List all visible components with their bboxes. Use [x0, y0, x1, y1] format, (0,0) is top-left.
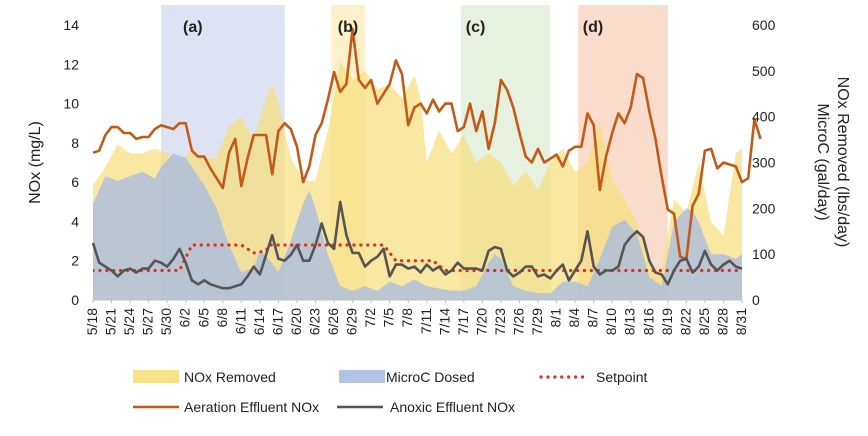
- right-tick-label: 400: [752, 109, 776, 125]
- x-tick-label: 8/13: [622, 308, 638, 335]
- legend-label-aeration-effluent-nox: Aeration Effluent NOx: [184, 399, 319, 415]
- x-tick-label: 5/24: [121, 308, 137, 335]
- right-tick-label: 500: [752, 63, 776, 79]
- region-label-4: (d): [583, 19, 603, 36]
- x-tick-label: 7/11: [418, 308, 434, 334]
- x-tick-label: 8/22: [677, 308, 693, 335]
- x-tick-label: 6/29: [344, 308, 360, 335]
- right-tick-label: 200: [752, 200, 776, 216]
- x-tick-label: 8/28: [714, 308, 730, 335]
- x-tick-label: 6/2: [177, 308, 193, 328]
- x-tick-label: 8/16: [640, 308, 656, 335]
- area-series-microc-dosed: [93, 153, 742, 300]
- area-series-nox-removed: [93, 61, 742, 300]
- legend-label-anoxic-effluent-nox: Anoxic Effluent NOx: [390, 399, 515, 415]
- legend-label-nox-removed: NOx Removed: [184, 369, 276, 385]
- legend-label-setpoint: Setpoint: [596, 369, 647, 385]
- x-tick-label: 6/17: [269, 308, 285, 335]
- x-tick-label: 7/23: [492, 308, 508, 335]
- x-tick-label: 6/20: [288, 308, 304, 335]
- x-tick-label: 5/27: [140, 308, 156, 335]
- x-tick-label: 7/17: [455, 308, 471, 335]
- region-label-2: (b): [338, 19, 358, 36]
- left-tick-label: 0: [71, 292, 79, 308]
- x-tick-label: 8/4: [566, 308, 582, 328]
- x-tick-label: 6/26: [325, 308, 341, 335]
- x-tick-label: 7/14: [436, 308, 452, 335]
- right-tick-label: 100: [752, 246, 776, 262]
- legend: NOx Removed MicroC Dosed Setpoint Aeration …: [133, 369, 647, 415]
- line-series-anoxic-effluent-nox: [91, 200, 743, 290]
- right-tick-label: 600: [752, 17, 776, 33]
- x-tick-label: 5/18: [84, 308, 100, 335]
- region-label-3: (c): [466, 19, 486, 36]
- line-series-aeration-effluent-nox: [92, 27, 762, 261]
- left-tick-label: 14: [63, 17, 79, 33]
- x-tick-label: 6/23: [307, 308, 323, 335]
- left-tick-label: 12: [63, 56, 79, 72]
- x-tick-label: 8/19: [659, 308, 675, 335]
- region-label-1: (a): [183, 19, 203, 36]
- x-tick-label: 7/26: [510, 308, 526, 335]
- x-tick-label: 7/20: [473, 308, 489, 335]
- right-axis-title-line2: MicroC (gal/day): [814, 103, 831, 220]
- right-axis-title-line1: NOx Removed (lbs/day): [834, 77, 851, 248]
- x-tick-label: 5/30: [158, 308, 174, 335]
- x-tick-label: 7/5: [381, 308, 397, 328]
- left-tick-label: 2: [71, 253, 79, 269]
- legend-label-microc-dosed: MicroC Dosed: [386, 369, 475, 385]
- left-axis-title: NOx (mg/L): [27, 121, 44, 204]
- left-tick-label: 4: [71, 213, 79, 229]
- x-tick-label: 8/31: [733, 308, 749, 335]
- x-tick-label: 8/25: [696, 308, 712, 335]
- x-tick-label: 6/5: [195, 308, 211, 328]
- plot-series-group: [93, 61, 742, 300]
- left-tick-label: 8: [71, 135, 79, 151]
- x-tick-label: 7/29: [529, 308, 545, 335]
- legend-swatch-nox-removed: [133, 370, 179, 383]
- left-tick-label: 6: [71, 174, 79, 190]
- left-tick-label: 10: [63, 96, 79, 112]
- right-tick-label: 300: [752, 155, 776, 171]
- x-tick-label: 7/8: [399, 308, 415, 328]
- legend-swatch-microc-dosed: [339, 370, 385, 383]
- x-tick-label: 8/7: [585, 308, 601, 328]
- x-tick-label: 8/10: [603, 308, 619, 335]
- x-tick-label: 5/21: [103, 308, 119, 335]
- x-tick-label: 7/2: [362, 308, 378, 328]
- right-tick-label: 0: [752, 292, 760, 308]
- x-tick-label: 8/1: [548, 308, 564, 328]
- x-tick-label: 6/11: [232, 308, 248, 334]
- x-tick-label: 6/14: [251, 308, 267, 335]
- x-tick-label: 6/8: [214, 308, 230, 328]
